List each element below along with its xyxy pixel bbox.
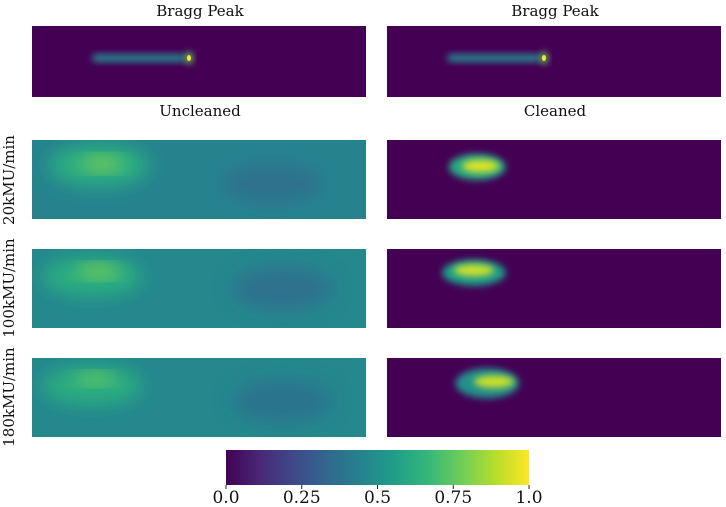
panel-uncleaned-20k xyxy=(32,140,366,219)
heatmap-blob xyxy=(80,157,124,170)
heatmap-background xyxy=(387,26,721,97)
heatmap-background xyxy=(387,140,721,219)
bragg-peak-spot xyxy=(186,54,191,61)
colorbar-tick-label: 0.25 xyxy=(283,488,321,507)
heatmap-blob xyxy=(42,256,143,297)
heatmap-background xyxy=(387,249,721,328)
panel-cleaned-180k xyxy=(387,358,721,437)
heatmap-background xyxy=(387,358,721,437)
row-label-180k: 180kMU/min xyxy=(0,347,18,447)
colorbar-tick-label: 0.75 xyxy=(434,488,472,507)
colorbar-tick-label: 1.0 xyxy=(515,488,542,507)
title-bragg-peak-left: Bragg Peak xyxy=(156,2,244,20)
heatmap-blob xyxy=(75,373,116,384)
panel-bragg-peak-right xyxy=(387,26,721,97)
title-bragg-peak-right: Bragg Peak xyxy=(511,2,599,20)
panel-bragg-peak-left xyxy=(32,26,366,97)
bragg-peak-spot xyxy=(541,54,546,61)
panel-cleaned-100k xyxy=(387,249,721,328)
heatmap-blob xyxy=(473,375,514,389)
title-cleaned: Cleaned xyxy=(524,102,587,120)
colorbar-tick-label: 0.5 xyxy=(364,488,391,507)
colorbar-gradient xyxy=(226,450,529,485)
panel-uncleaned-100k xyxy=(32,249,366,328)
heatmap-blob xyxy=(453,264,494,277)
beam-track xyxy=(92,53,186,62)
heatmap-blob xyxy=(232,266,333,311)
row-label-100k: 100kMU/min xyxy=(0,238,18,338)
panel-uncleaned-180k xyxy=(32,358,366,437)
title-uncleaned: Uncleaned xyxy=(159,102,241,120)
colorbar-tick-label: 0.0 xyxy=(212,488,239,507)
row-label-20k: 20kMU/min xyxy=(0,135,18,225)
beam-track xyxy=(447,53,541,62)
heatmap-blob xyxy=(462,159,499,173)
heatmap-blob xyxy=(42,365,143,406)
heatmap-blob xyxy=(77,265,121,277)
heatmap-blob xyxy=(222,163,323,204)
heatmap-background xyxy=(32,26,366,97)
panel-cleaned-20k xyxy=(387,140,721,219)
colorbar xyxy=(225,450,530,489)
heatmap-blob xyxy=(232,379,333,424)
